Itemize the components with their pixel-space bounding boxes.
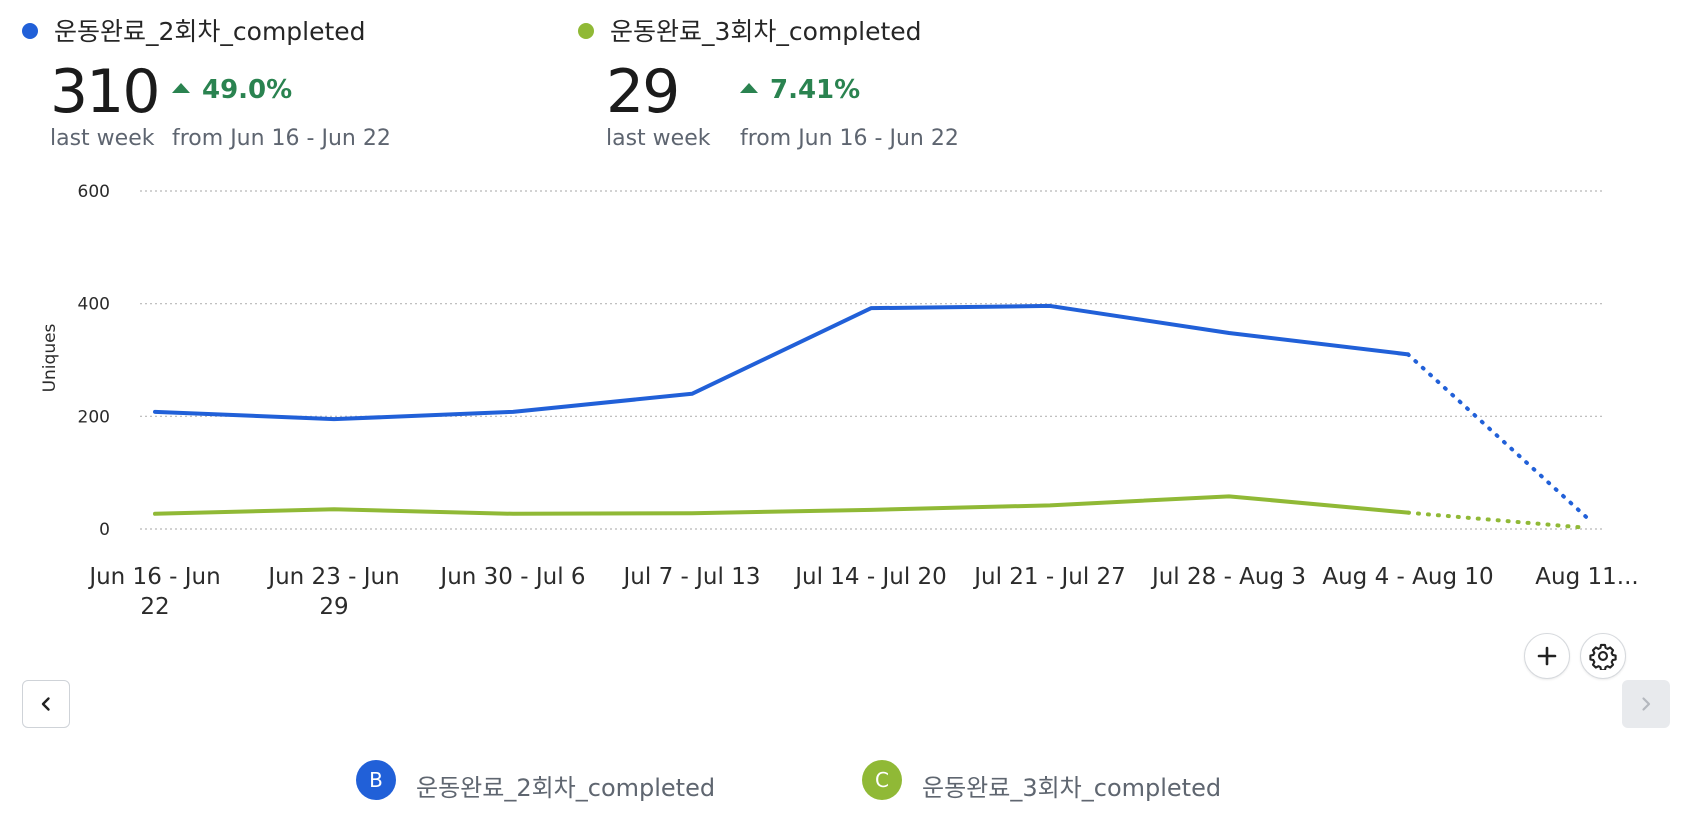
y-tick-label: 400	[78, 295, 110, 315]
x-tick-label: Jul 28 - Aug 3	[1150, 564, 1306, 590]
grid-lines	[140, 190, 1602, 530]
x-tick-label: Jul 21 - Jul 27	[972, 564, 1126, 590]
arrow-up-icon	[172, 83, 190, 93]
metric-title: 운동완료_2회차_completed	[22, 12, 366, 48]
metric-value-caption: last week	[606, 126, 711, 151]
x-tick-label: Jul 7 - Jul 13	[622, 564, 761, 590]
series-lines	[153, 303, 1589, 530]
y-tick-label: 200	[78, 407, 110, 427]
chevron-right-icon	[1642, 697, 1651, 711]
x-tick-label: Jun 30 - Jul 6	[438, 564, 585, 590]
settings-button[interactable]	[1580, 633, 1626, 679]
series-line-incomplete	[1406, 352, 1589, 520]
series-color-dot	[22, 23, 38, 39]
series-line-incomplete	[1406, 510, 1589, 530]
series-badge: B	[356, 760, 396, 800]
previous-page-button[interactable]	[22, 680, 70, 728]
gear-icon	[1589, 643, 1617, 670]
metric-value-caption: last week	[50, 126, 155, 151]
arrow-up-icon	[740, 83, 758, 93]
line-chart: 0 200 400 600 Uniques Jun 16 - Jun 22 Jun 23 …	[40, 182, 1639, 620]
series-line	[153, 303, 1410, 422]
series-color-dot	[578, 23, 594, 39]
legend-label: 운동완료_2회차_completed	[416, 774, 716, 802]
y-axis-ticks: 0 200 400 600	[78, 182, 110, 540]
plus-icon	[1537, 646, 1557, 666]
metric-change-caption: from Jun 16 - Jun 22	[740, 126, 959, 151]
metric-change: 7.41%	[740, 75, 860, 105]
x-tick-label: Aug 11...	[1535, 564, 1638, 590]
y-tick-label: 600	[78, 182, 110, 202]
metric-title: 운동완료_3회차_completed	[578, 12, 922, 48]
add-button[interactable]	[1524, 633, 1570, 679]
x-tick-label: Jul 14 - Jul 20	[793, 564, 947, 590]
series-badge: C	[862, 760, 902, 800]
x-tick-label: Jun 23 - Jun 29	[266, 564, 399, 620]
x-axis-ticks: Jun 16 - Jun 22 Jun 23 - Jun 29 Jun 30 - Jul…	[87, 564, 1638, 620]
y-axis-label: Uniques	[40, 323, 60, 392]
metric-change-caption: from Jun 16 - Jun 22	[172, 126, 391, 151]
metric-value: 29	[606, 57, 680, 127]
legend-label: 운동완료_3회차_completed	[922, 774, 1222, 802]
chevron-left-icon	[41, 697, 50, 711]
x-tick-label: Aug 4 - Aug 10	[1322, 564, 1493, 590]
metric-value: 310	[50, 57, 161, 127]
series-line	[153, 494, 1410, 516]
x-tick-label: Jun 16 - Jun 22	[87, 564, 220, 620]
next-page-button[interactable]	[1622, 680, 1670, 728]
metric-change: 49.0%	[172, 75, 292, 105]
y-tick-label: 0	[99, 520, 110, 540]
